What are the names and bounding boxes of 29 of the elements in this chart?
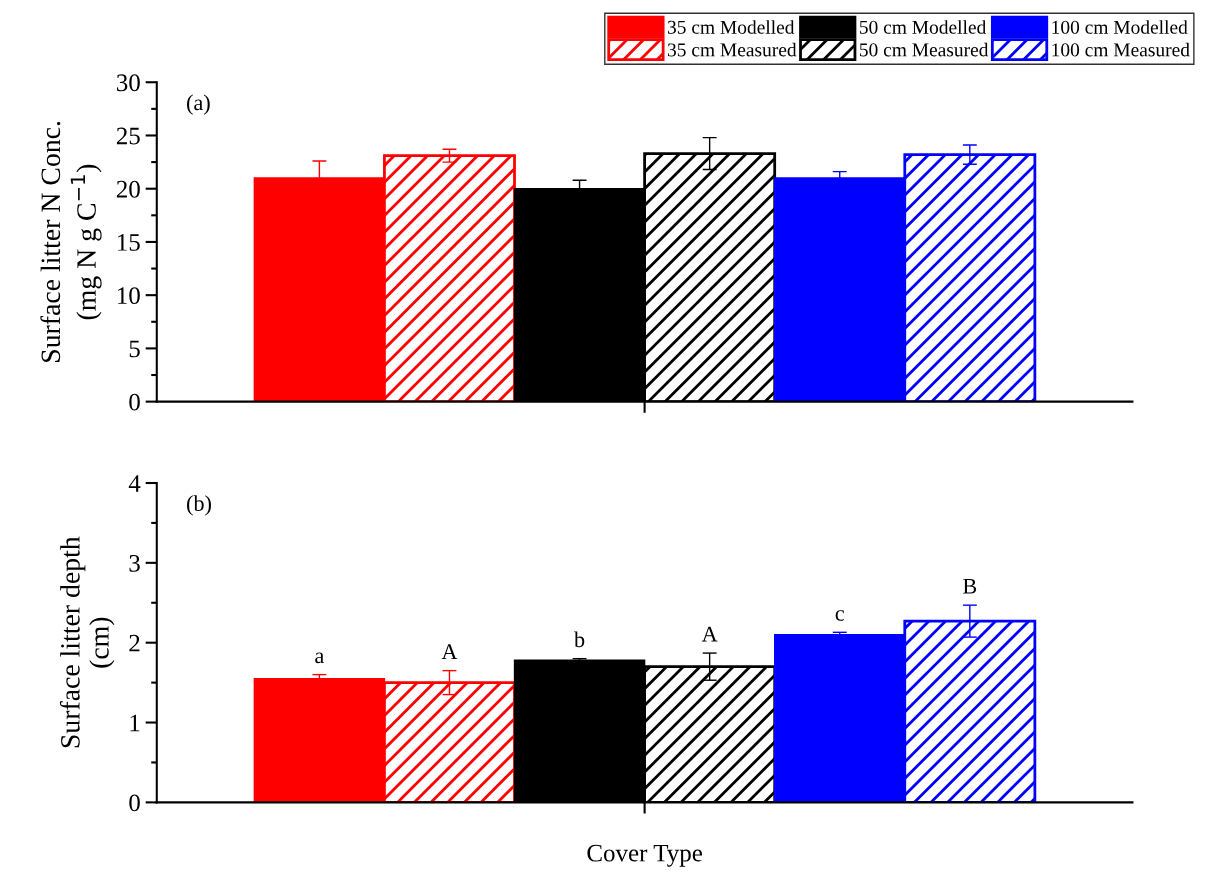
y-axis-title: Surface litter depth (cm) xyxy=(59,536,115,748)
annotation: (b) xyxy=(187,495,211,516)
legend-label: 50 cm Modelled xyxy=(859,20,987,34)
annotation: A xyxy=(701,626,718,642)
y-tick-label: 2 xyxy=(129,634,140,652)
annotation: b xyxy=(574,631,585,648)
annotation: B xyxy=(963,578,977,594)
legend-label: 35 cm Modelled xyxy=(667,20,795,34)
y-tick-label: 5 xyxy=(129,340,140,358)
annotation: c xyxy=(835,610,844,621)
annotation: (a) xyxy=(187,94,210,115)
y-tick-label: 4 xyxy=(128,475,141,492)
y-tick-label: 25 xyxy=(116,127,140,145)
y-tick-label: 15 xyxy=(118,234,140,251)
y-tick-label: 10 xyxy=(118,287,140,305)
legend-label: 100 cm Measured xyxy=(1052,42,1190,57)
y-tick-label: 20 xyxy=(116,180,140,198)
y-tick-label: 3 xyxy=(129,554,140,572)
legend-label: 35 cm Measured xyxy=(667,42,797,57)
annotation: A xyxy=(441,644,458,659)
y-axis-title: Surface litter N Conc. (mg N g C$^{−1}$) xyxy=(40,121,102,362)
y-tick-label: 30 xyxy=(117,74,140,92)
x-axis-title: Cover Type xyxy=(587,844,702,867)
y-tick-label: 1 xyxy=(130,714,140,732)
annotation: a xyxy=(315,652,325,664)
y-tick-label: 0 xyxy=(129,794,140,812)
y-tick-label: 0 xyxy=(129,393,140,411)
legend-label: 100 cm Modelled xyxy=(1052,20,1188,34)
legend-label: 50 cm Measured xyxy=(859,42,989,57)
